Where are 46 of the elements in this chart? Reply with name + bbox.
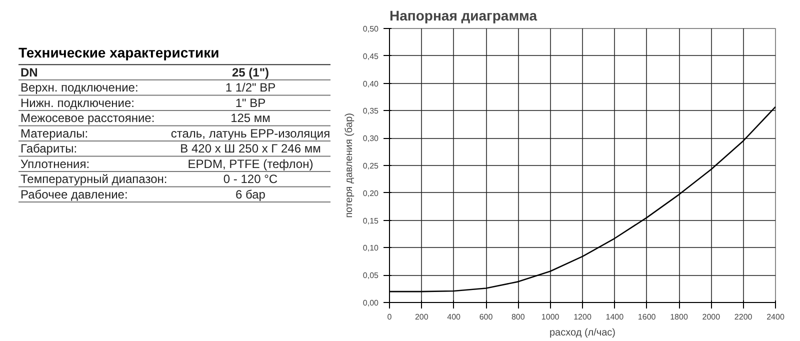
x-tick-label: 2400 (766, 312, 785, 322)
text: EPDM, PTFE (тефлон) (188, 156, 314, 171)
text: 0 - 120 °C (223, 172, 278, 186)
y-tick-label: 0,15 (362, 216, 380, 226)
text: Технические характеристики (18, 44, 220, 61)
text: сталь, латунь EPP-изоляция (170, 126, 330, 140)
x-tick-label: 1600 (638, 312, 656, 322)
x-tick-label: 1200 (574, 312, 592, 322)
x-tick-label: 1000 (541, 312, 560, 322)
x-axis-title: расход (л/час) (549, 328, 616, 338)
y-tick-label: 0,25 (362, 162, 380, 170)
x-tick-label: 1400 (606, 312, 624, 322)
x-tick-label: 200 (414, 312, 429, 322)
text: Материалы: (20, 126, 88, 140)
y-tick-label: 0,00 (362, 298, 380, 308)
x-tick-label: 2200 (734, 312, 753, 322)
text: 25 (1") (232, 65, 270, 80)
text: Габариты: (20, 142, 78, 156)
x-tick-label: 1800 (670, 312, 688, 322)
x-tick-label: 0 (387, 312, 392, 322)
x-tick-label: 800 (511, 312, 526, 322)
y-axis-title: потеря давления (бар) (344, 113, 355, 218)
text: Рабочее давление: (20, 187, 128, 202)
y-tick-label: 0,40 (362, 79, 380, 88)
y-tick-label: 0,05 (362, 271, 380, 280)
text: Межосевое расстояние: (20, 111, 155, 126)
y-tick-label: 0,20 (362, 188, 380, 198)
text: DN (20, 65, 38, 80)
text: 6 бар (236, 187, 266, 202)
x-tick-label: 400 (447, 312, 462, 322)
y-tick-label: 0,50 (362, 24, 380, 34)
y-tick-label: 0,35 (362, 106, 380, 116)
text: 125 мм (230, 111, 270, 126)
text: 1" ВР (235, 96, 266, 110)
y-tick-label: 0,30 (362, 134, 380, 144)
text: Температурный диапазон: (20, 172, 168, 186)
text: 1 1/2" ВР (225, 80, 276, 95)
text: Верхн. подключение: (20, 80, 138, 95)
x-tick-label: 2000 (702, 312, 721, 322)
text: Нижн. подключение: (20, 96, 134, 110)
y-tick-label: 0,10 (362, 244, 380, 253)
chart-title: Напорная диаграмма (390, 8, 538, 24)
y-tick-label: 0,45 (362, 52, 380, 61)
x-tick-label: 600 (479, 312, 494, 322)
text: В 420 х Ш 250 х Г 246 мм (180, 142, 321, 156)
text: Уплотнения: (20, 156, 90, 171)
